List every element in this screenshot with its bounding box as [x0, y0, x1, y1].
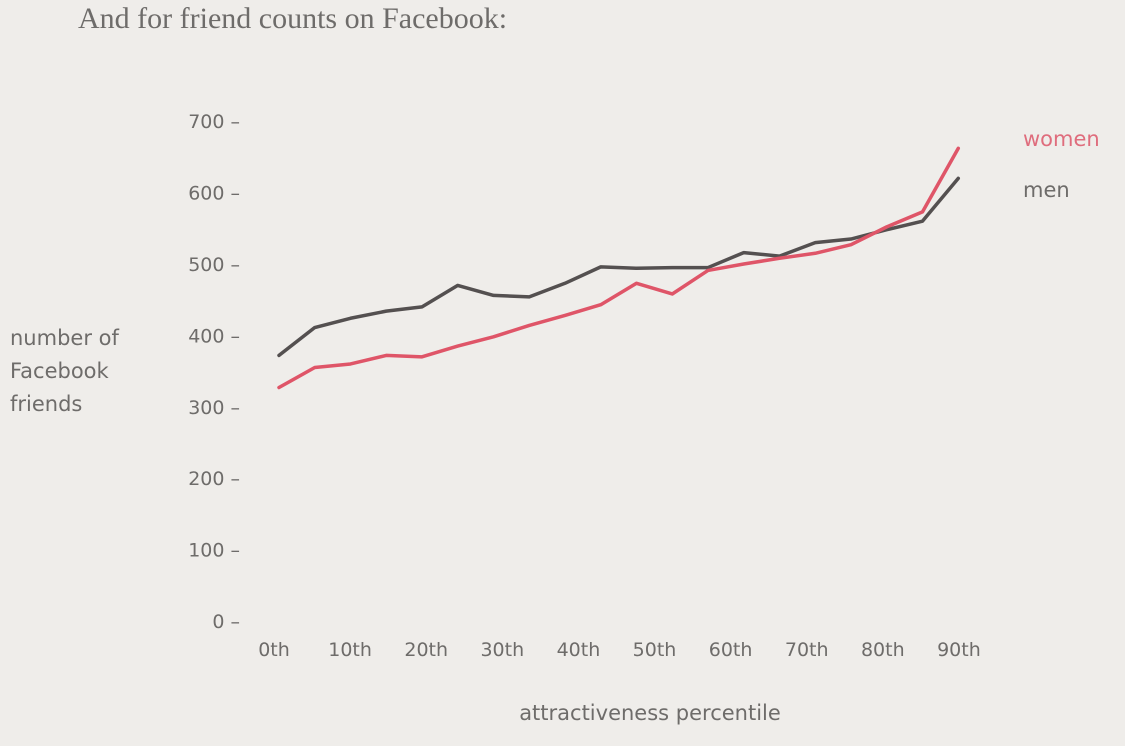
x-tick-label: 70th	[785, 639, 829, 661]
x-tick-label: 0th	[258, 639, 290, 661]
x-axis-ticks: 0th 10th 20th 30th 40th 50th 60th 70th 80th 90th	[258, 639, 981, 661]
y-tick-label: 0 –	[212, 611, 240, 633]
x-tick-label: 30th	[480, 639, 524, 661]
y-tick-label: 300 –	[188, 397, 240, 419]
y-tick-label: 700 –	[188, 111, 240, 133]
y-axis-ticks: 0 – 100 – 200 – 300 – 400 – 500 – 600 – 700 –	[188, 111, 240, 633]
x-tick-label: 50th	[633, 639, 677, 661]
x-tick-label: 10th	[328, 639, 372, 661]
y-axis-title-line: number of	[10, 326, 119, 350]
intro-text: And for friend counts on Facebook:	[78, 2, 508, 35]
legend-label-men: men	[1023, 178, 1070, 202]
legend-label-women: women	[1023, 127, 1100, 151]
series-line-women	[277, 146, 960, 390]
x-axis-title: attractiveness percentile	[519, 701, 781, 725]
y-axis-title-line: Facebook	[10, 359, 110, 383]
x-tick-label: 40th	[557, 639, 601, 661]
series-line-men	[277, 176, 960, 358]
y-axis-title-line: friends	[10, 392, 82, 416]
legend: women men	[1023, 127, 1100, 202]
y-tick-label: 100 –	[188, 540, 240, 562]
x-tick-label: 60th	[709, 639, 753, 661]
x-tick-label: 80th	[861, 639, 905, 661]
y-tick-label: 400 –	[188, 325, 240, 347]
y-tick-label: 500 –	[188, 254, 240, 276]
y-tick-label: 200 –	[188, 468, 240, 490]
series-lines	[277, 146, 960, 390]
y-tick-label: 600 –	[188, 183, 240, 205]
x-tick-label: 90th	[937, 639, 981, 661]
y-axis-title: number of Facebook friends	[10, 326, 119, 416]
x-tick-label: 20th	[404, 639, 448, 661]
